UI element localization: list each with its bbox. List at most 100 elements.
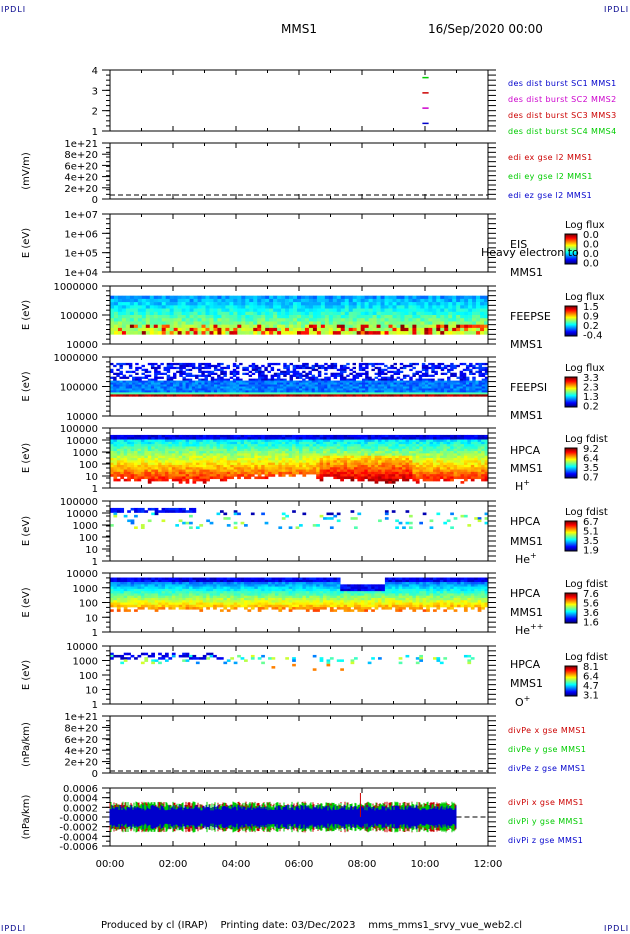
heatmap-cell [217,364,221,368]
heatmap-cell [320,298,326,303]
heatmap-cell [147,370,152,374]
heatmap-cell [412,374,416,377]
heatmap-cell [254,382,259,385]
heatmap-cell [195,478,200,482]
heatmap-cell [350,444,355,447]
heatmap-cell [387,380,391,383]
heatmap-cell [122,382,127,385]
heatmap-cell [141,321,147,325]
heatmap-cell [199,476,204,480]
heatmap-cell [261,384,265,387]
heatmap-cell [123,474,128,477]
heatmap-cell [408,331,413,335]
heatmap-cell [405,460,410,463]
heatmap-cell [395,448,399,452]
heatmap-cell [350,460,355,463]
heatmap-cell [429,451,434,454]
heatmap-cell [189,437,193,440]
heatmap-cell [161,458,166,461]
heatmap-cell [316,444,320,447]
heatmap-cell [481,392,486,395]
heatmap-cell [277,321,282,325]
heatmap-cell [201,295,206,300]
heatmap-cell [199,469,204,473]
heatmap-cell [472,392,476,395]
heatmap-cell [189,467,193,470]
heatmap-cell [236,388,240,391]
heatmap-cell [343,386,347,389]
heatmap-cell [478,392,482,395]
heatmap-cell [163,394,167,397]
heatmap-cell [333,458,338,461]
heatmap-cell [232,390,237,393]
heatmap-cell [374,469,379,473]
heatmap-cell [464,324,469,329]
heatmap-cell [355,374,360,377]
heatmap-cell [472,321,477,325]
heatmap-cell [130,453,135,456]
heatmap-cell [440,298,445,303]
heatmap-cell [405,455,410,459]
heatmap-cell [412,467,417,470]
heatmap-cell [396,382,401,385]
heatmap-cell [299,366,303,370]
heatmap-cell [289,321,294,325]
heatmap-cell [257,464,262,468]
heatmap-cell [199,444,204,447]
heatmap-cell [357,437,362,440]
heatmap-cell [281,471,286,475]
heatmap-cell [232,394,237,397]
heatmap-cell [372,318,377,322]
heatmap-cell [400,324,405,329]
heatmap-cell [261,446,265,450]
heatmap-cell [122,362,127,366]
heatmap-cell [465,364,470,368]
colorbar-cell [565,390,577,392]
heatmap-cell [247,464,252,468]
heatmap-cell [448,302,453,306]
heatmap-cell [164,462,169,466]
heatmap-cell [408,437,413,440]
heatmap-cell [278,474,283,477]
heatmap-cell [393,388,397,391]
heatmap-cell [339,390,344,393]
heatmap-cell [171,451,176,454]
heatmap-cell [169,318,174,322]
heatmap-cell [283,382,287,385]
heatmap-cell [233,458,238,461]
heatmap-cell [169,305,174,309]
heatmap-cell [388,318,393,322]
heatmap-cell [276,392,281,395]
heatmap-cell [182,453,186,456]
heatmap-cell [316,458,320,461]
heatmap-cell [374,455,379,459]
heatmap-cell [277,324,282,329]
heatmap-cell [297,324,302,329]
heatmap-cell [343,448,348,452]
heatmap-cell [173,302,178,306]
heatmap-cell [134,458,138,461]
heatmap-cell [197,298,202,303]
heatmap-cell [113,331,119,335]
heatmap-cell [176,390,180,393]
heatmap-cell [412,460,417,463]
heatmap-cell [340,324,346,329]
heatmap-cell [371,460,375,463]
heatmap-cell [226,476,231,480]
heatmap-cell [312,302,318,306]
heatmap-cell [154,451,159,454]
heatmap-cell [213,327,218,332]
heatmap-cell [169,386,174,389]
heatmap-cell [360,476,365,480]
heatmap-cell [116,469,121,473]
heatmap-cell [388,467,393,470]
heatmap-cell [166,378,171,381]
heatmap-cell [415,388,419,391]
heatmap-cell [317,366,322,370]
heatmap-cell [182,471,186,475]
heatmap-cell [419,464,424,468]
heatmap-cell [388,478,393,482]
heatmap-cell [312,455,317,459]
heatmap-cell [169,315,174,319]
heatmap-cell [164,467,169,470]
